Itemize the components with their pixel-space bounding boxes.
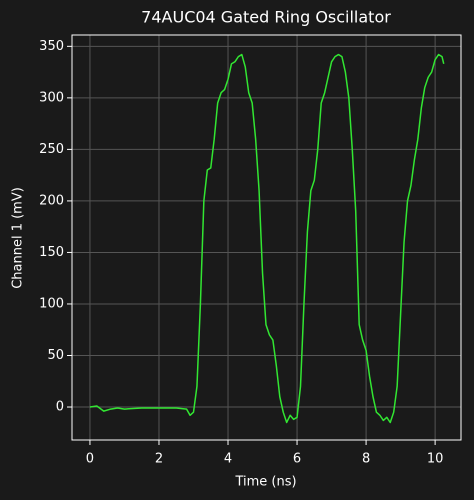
x-axis-label: Time (ns)	[234, 475, 296, 490]
y-tick-label: 150	[39, 245, 64, 260]
x-tick-label: 6	[293, 452, 301, 467]
y-tick-label: 300	[39, 90, 64, 105]
y-tick-label: 250	[39, 142, 64, 157]
y-axis-label: Channel 1 (mV)	[11, 187, 26, 289]
x-tick-label: 8	[362, 452, 370, 467]
y-tick-label: 0	[56, 400, 64, 415]
x-tick-label: 2	[155, 452, 163, 467]
y-tick-label: 100	[39, 296, 64, 311]
x-tick-label: 10	[427, 452, 444, 467]
y-tick-label: 50	[47, 348, 64, 363]
x-tick-label: 4	[224, 452, 232, 467]
plot-frame	[71, 34, 462, 441]
data-line	[89, 53, 445, 424]
chart-title: 74AUC04 Gated Ring Oscillator	[141, 8, 391, 27]
y-tick-label: 350	[39, 39, 64, 54]
y-tick-label: 200	[39, 193, 64, 208]
x-tick-label: 0	[86, 452, 94, 467]
